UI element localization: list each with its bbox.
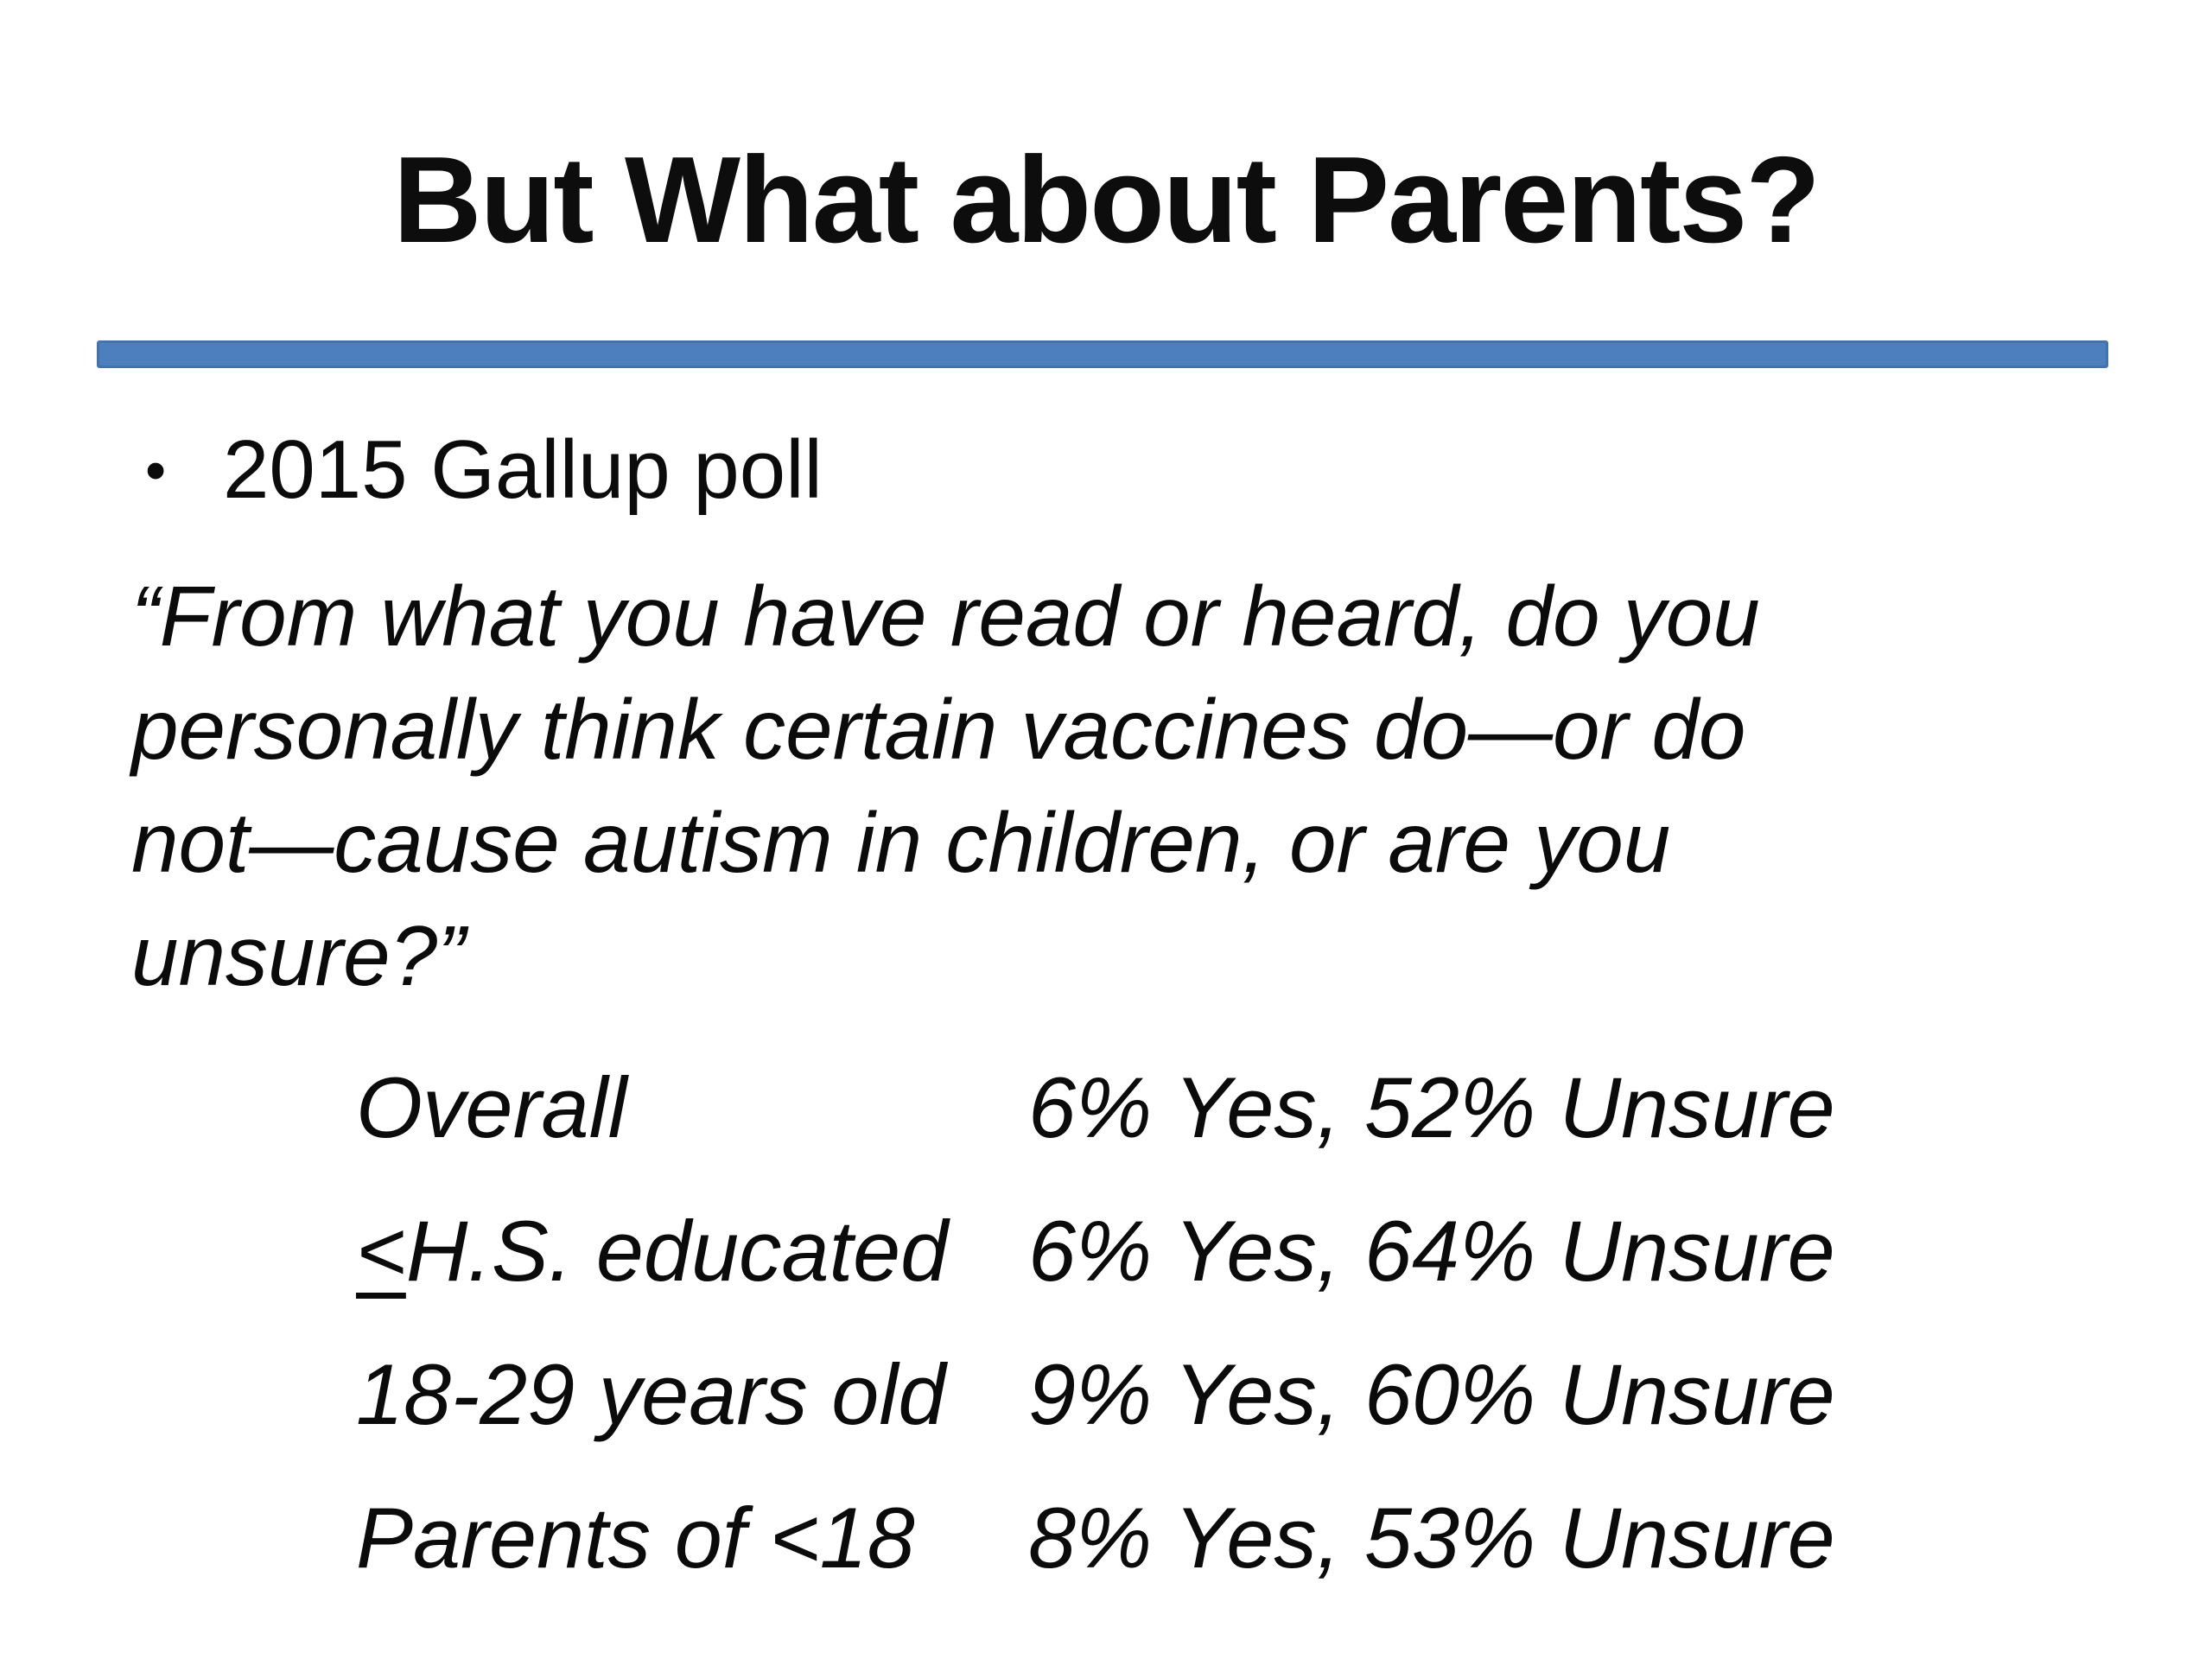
table-row: <H.S. educated 6% Yes, 64% Unsure [356,1179,2212,1323]
quote-line: personally think certain vaccines do—or … [131,681,1746,777]
table-row: Overall 6% Yes, 52% Unsure [356,1036,2212,1179]
row-label: 18-29 years old [356,1345,946,1442]
row-value: 6% Yes, 64% Unsure [1028,1202,1835,1299]
table-row: 18-29 years old 9% Yes, 60% Unsure [356,1323,2212,1466]
bullet-item: • 2015 Gallup poll [145,418,2108,522]
title-underline-bar [97,340,2108,368]
bullet-label: 2015 Gallup poll [223,423,823,516]
quote-line: “From what you have read or heard, do yo… [131,568,1760,664]
row-label: Parents of <18 [356,1489,915,1586]
less-than-or-equal-prefix: < [356,1202,406,1299]
quote-line: unsure?” [131,908,466,1004]
row-value: 9% Yes, 60% Unsure [1028,1345,1835,1442]
page-title: But What about Parents? [392,131,1821,269]
row-value: 8% Yes, 53% Unsure [1028,1489,1835,1586]
poll-question-quote: “From what you have read or heard, do yo… [131,560,2160,1014]
row-label: Overall [356,1058,627,1155]
row-label: <H.S. educated [356,1202,949,1299]
quote-line: not—cause autism in children, or are you [131,795,1671,891]
row-value: 6% Yes, 52% Unsure [1028,1058,1835,1155]
bullet-icon: • [145,435,167,504]
poll-results-table: Overall 6% Yes, 52% Unsure <H.S. educated… [356,1036,2212,1610]
table-row: Parents of <18 8% Yes, 53% Unsure [356,1466,2212,1610]
